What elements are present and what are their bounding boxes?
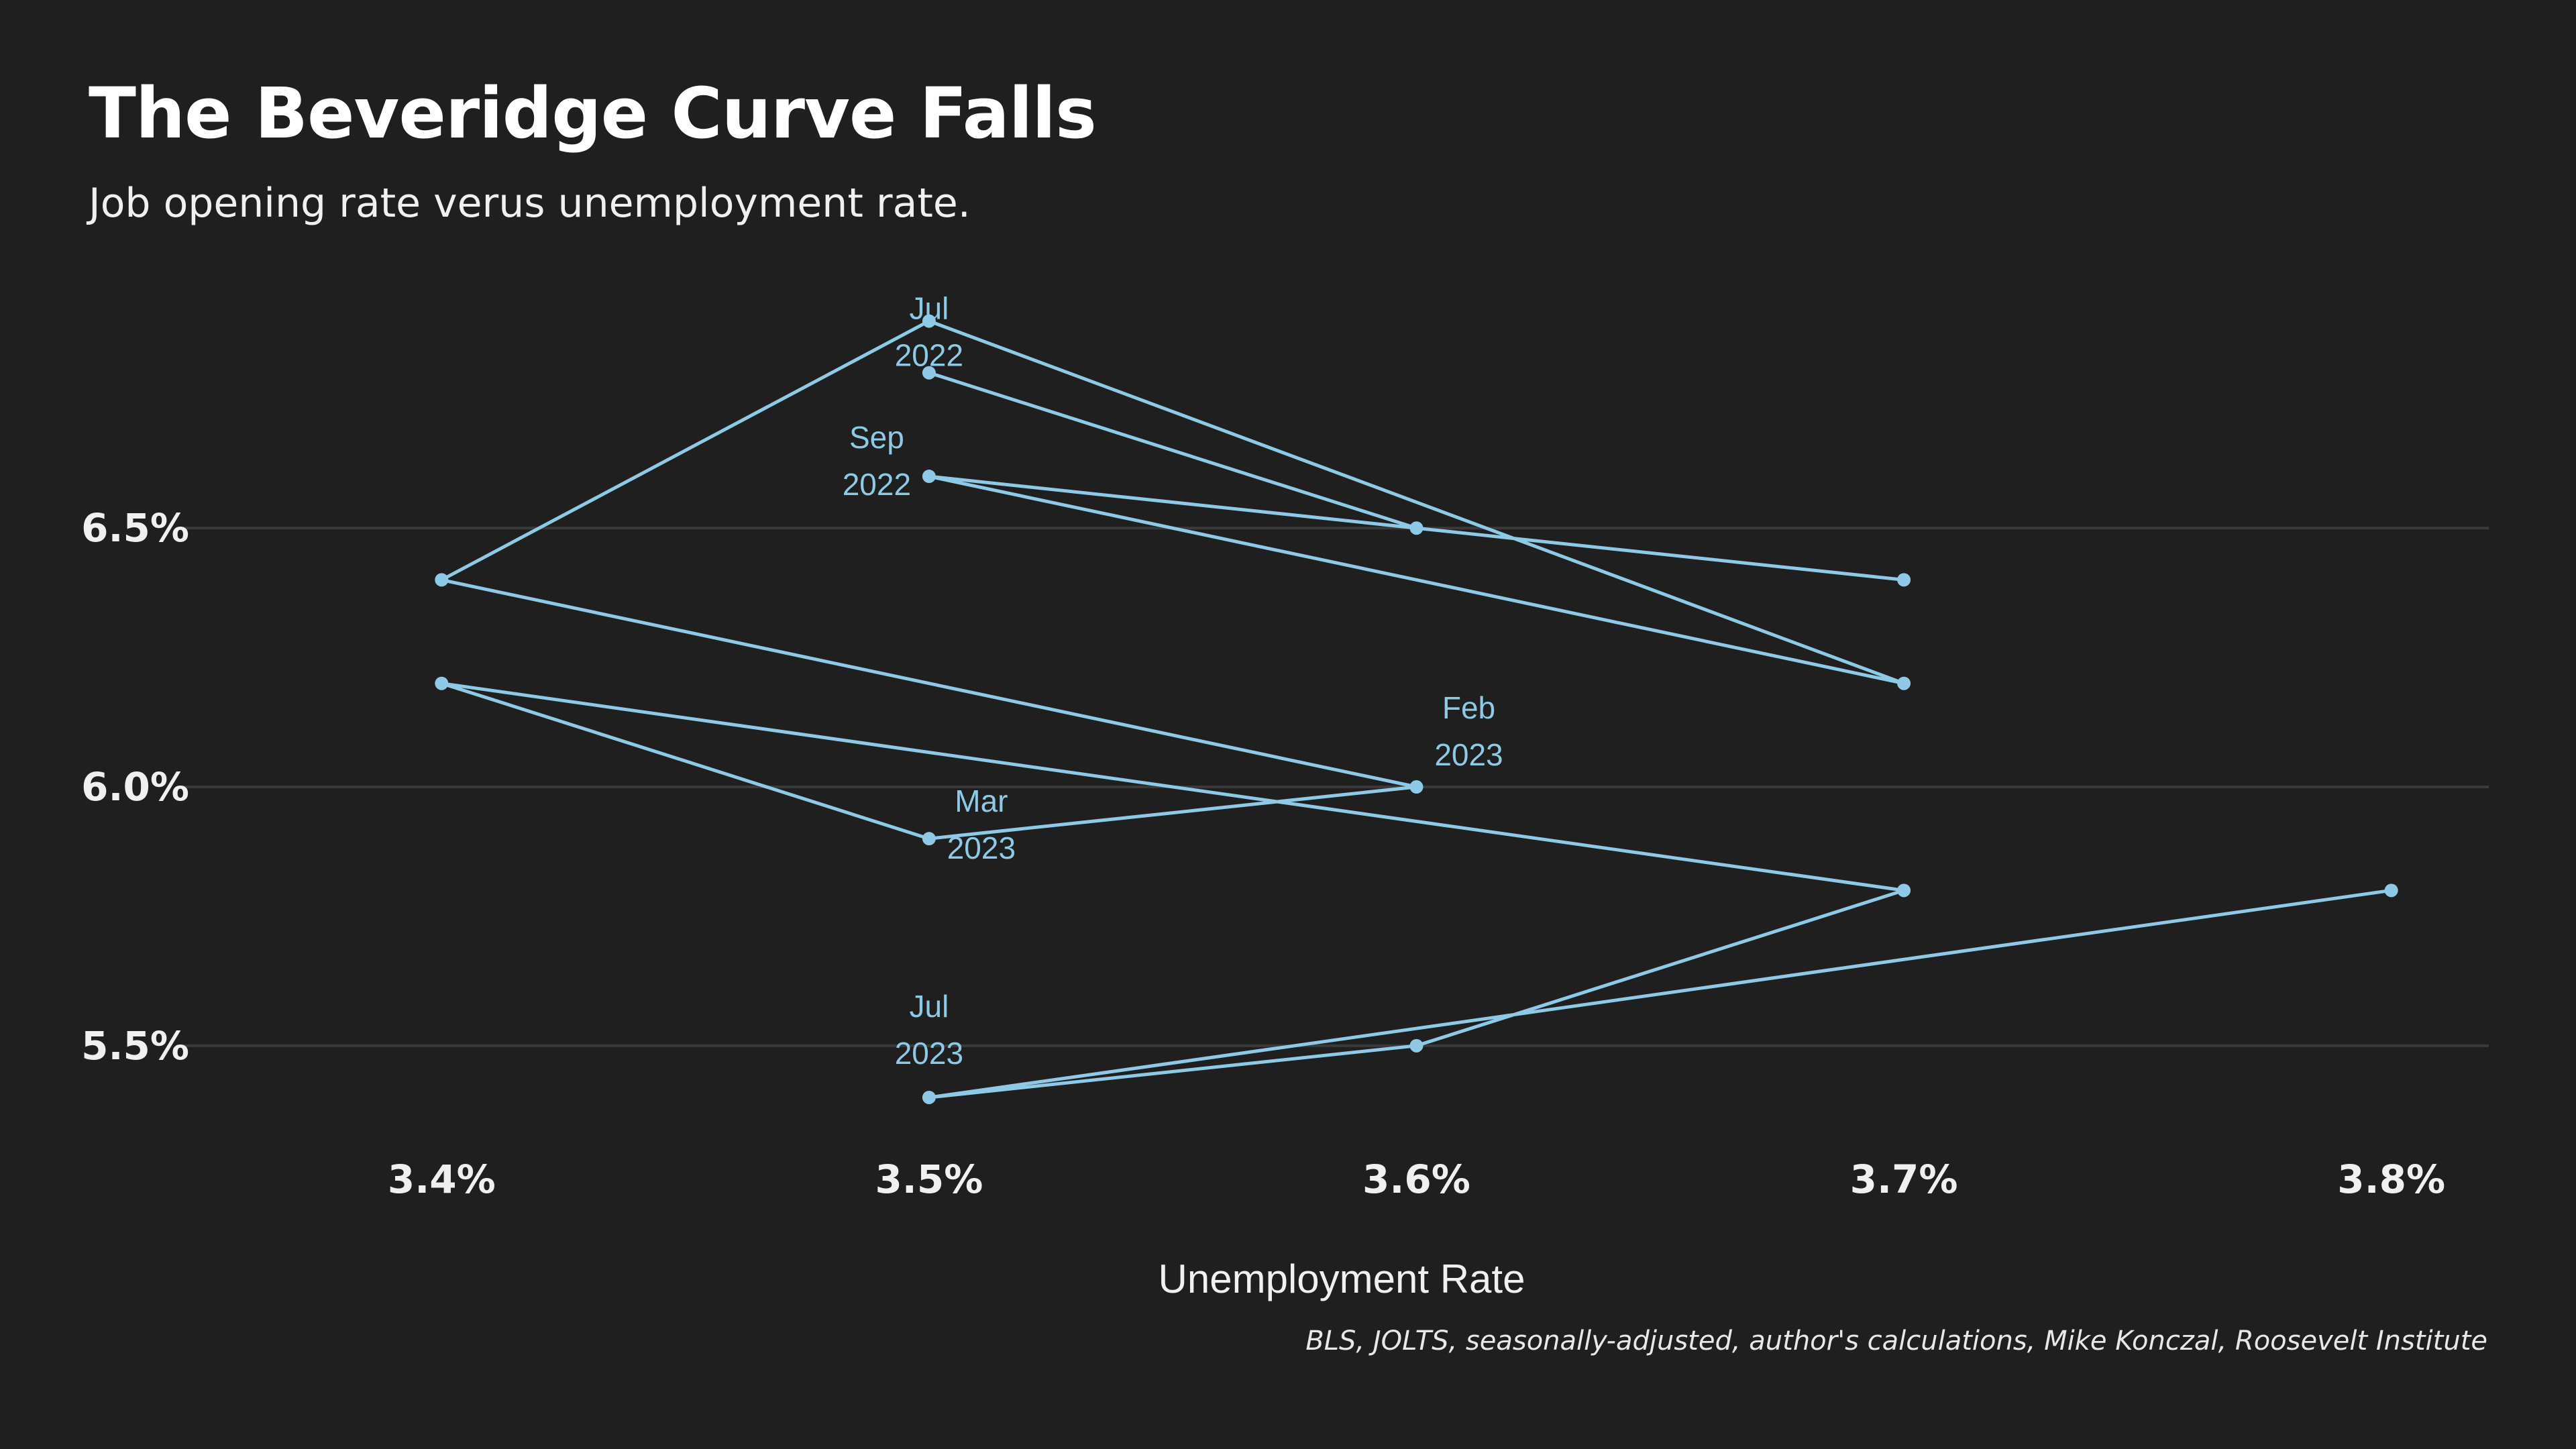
x-tick-label: 3.6% [1362,1157,1470,1202]
data-point [1409,1038,1424,1053]
data-point [922,1090,936,1104]
source-caption: BLS, JOLTS, seasonally-adjusted, author'… [1305,1326,2487,1356]
point-label: 2022 [843,467,911,502]
x-axis-title: Unemployment Rate [1158,1256,1525,1301]
point-label: Mar [955,784,1008,818]
point-label: 2022 [895,338,963,373]
data-point [922,832,936,846]
point-label: Feb [1442,690,1495,725]
series-line-path [439,319,2394,1099]
x-axis-ticks: 3.4% 3.5% 3.6% 3.7% 3.8% [388,1157,2445,1202]
data-point [922,470,936,484]
data-point [2384,883,2398,898]
data-point [1897,883,1911,898]
y-tick-label: 6.5% [81,505,189,551]
x-tick-label: 3.8% [2337,1157,2445,1202]
x-tick-label: 3.5% [875,1157,983,1202]
point-label: 2023 [947,830,1016,865]
point-label: 2023 [1434,737,1503,772]
y-tick-label: 5.5% [81,1023,189,1069]
data-point [922,314,936,328]
chart-subtitle: Job opening rate verus unemployment rate… [89,180,971,227]
point-labels: Jul 2022 Sep 2022 Feb 2023 Mar 2023 Jul 2023 [843,291,1503,1071]
y-axis-ticks: 5.5% 6.0% 6.5% [81,505,189,1069]
data-point [1409,521,1424,535]
point-label: 2023 [895,1036,963,1071]
point-label: Jul [909,291,949,326]
series-points [435,314,2398,1104]
data-point [1897,676,1911,690]
data-point [435,676,449,690]
data-point [922,366,936,380]
x-tick-label: 3.7% [1850,1157,1958,1202]
data-point [1409,780,1424,794]
data-point [435,573,449,587]
point-label: Sep [849,420,904,455]
series-line [439,319,2394,1099]
point-label: Jul [909,989,949,1024]
x-tick-label: 3.4% [388,1157,496,1202]
y-tick-label: 6.0% [81,764,189,810]
data-point [1897,573,1911,587]
grid-lines [181,527,2489,1047]
chart-title: The Beveridge Curve Falls [89,72,1097,154]
